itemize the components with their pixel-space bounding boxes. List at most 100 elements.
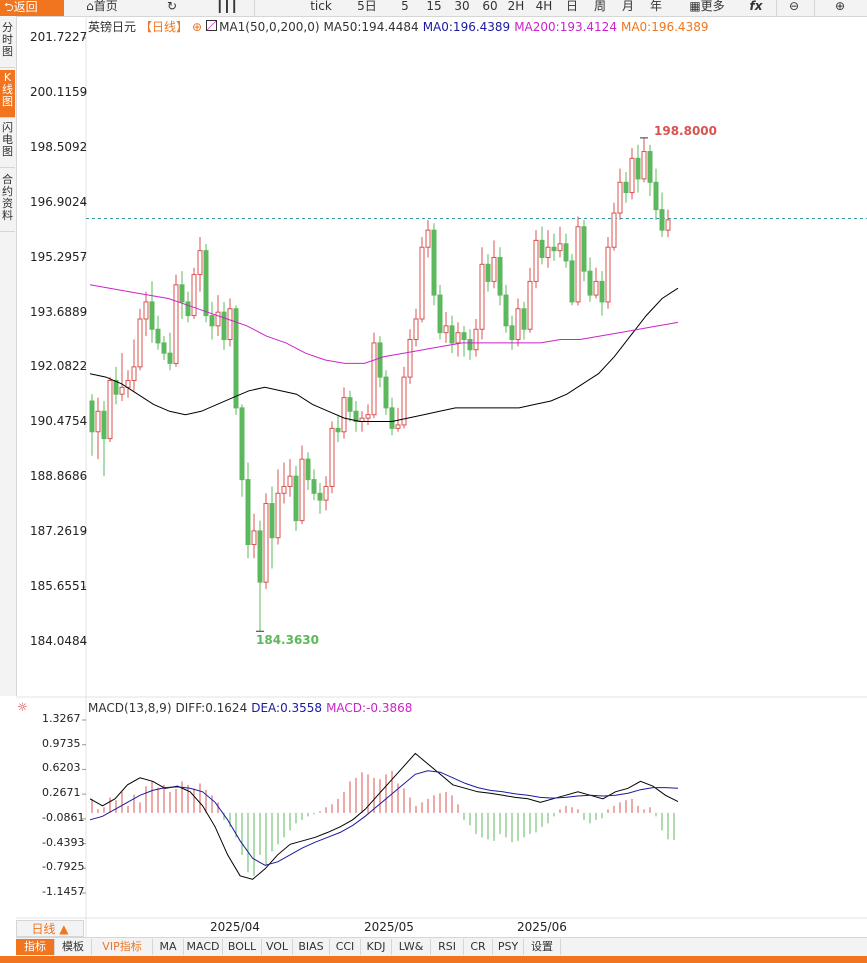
- period-month[interactable]: 月: [621, 0, 634, 13]
- macd-dea: DEA:0.3558: [251, 701, 323, 715]
- price-axis-label: 187.2619: [30, 524, 88, 539]
- tab-contract-info[interactable]: 合约资料: [0, 172, 15, 232]
- toolbar-divider: [254, 0, 255, 16]
- candle-body: [119, 386, 125, 395]
- candle-body: [515, 308, 521, 341]
- candle-body: [437, 294, 443, 334]
- tab-kdj[interactable]: KDJ: [361, 939, 392, 955]
- period-year[interactable]: 年: [649, 0, 662, 13]
- period-4h[interactable]: 4H: [535, 0, 553, 13]
- settings-icon[interactable]: ⊕: [192, 20, 203, 34]
- x-label-may: 2025/05: [364, 920, 414, 934]
- tick-button[interactable]: tick: [310, 0, 332, 13]
- tab-rsi[interactable]: RSI: [431, 939, 464, 955]
- indicator-bar: 指标 模板 VIP指标 MA MACD BOLL VOL BIAS CCI KD…: [16, 937, 867, 956]
- price-axis-label: 192.0822: [30, 359, 88, 374]
- price-axis-label: 200.1159: [30, 84, 88, 99]
- tab-templates[interactable]: 模板: [55, 939, 92, 955]
- candle-body: [521, 308, 527, 330]
- macd-value: MACD:-0.3868: [326, 701, 413, 715]
- tab-lw[interactable]: LW&: [392, 939, 431, 955]
- tab-vip-indicators[interactable]: VIP指标: [92, 939, 153, 955]
- tab-boll[interactable]: BOLL: [223, 939, 262, 955]
- candle-body: [419, 246, 425, 320]
- candle-body: [203, 250, 209, 317]
- macd-settings-icon[interactable]: ☼: [17, 700, 28, 714]
- period-30[interactable]: 30: [454, 0, 470, 13]
- period-60[interactable]: 60: [482, 0, 498, 13]
- candle-body: [197, 250, 203, 276]
- candle-body: [611, 212, 617, 248]
- candle-body: [155, 328, 161, 344]
- candle-type-button[interactable]: ┃┃┃: [214, 0, 240, 16]
- zoom-out-icon: ⊖: [788, 0, 800, 13]
- tab-macd[interactable]: MACD: [184, 939, 223, 955]
- x-label-apr: 2025/04: [210, 920, 260, 934]
- ma50-value: MA50:194.4484: [323, 20, 419, 34]
- home-label: 首页: [93, 0, 118, 13]
- candle-body: [185, 301, 191, 317]
- candle-body: [149, 301, 155, 330]
- formula-button[interactable]: fx: [744, 0, 768, 16]
- period-2h[interactable]: 2H: [507, 0, 525, 13]
- candle-body: [431, 229, 437, 296]
- candle-body: [317, 492, 323, 501]
- tab-ma[interactable]: MA: [153, 939, 184, 955]
- back-button[interactable]: ⮌返回: [0, 0, 64, 16]
- tab-timeshare[interactable]: 分时图: [0, 20, 15, 68]
- tab-cci[interactable]: CCI: [330, 939, 361, 955]
- period-15[interactable]: 15: [426, 0, 442, 13]
- macd-axis-label: -0.7925: [42, 860, 85, 874]
- price-axis-label: 198.5092: [30, 139, 88, 154]
- period-5day[interactable]: 5日: [357, 0, 377, 13]
- toolbar-divider: [814, 0, 815, 16]
- candle-body: [383, 376, 389, 409]
- candle-body: [539, 239, 545, 258]
- tab-psy[interactable]: PSY: [493, 939, 524, 955]
- candle-body: [665, 219, 671, 231]
- candle-body: [347, 397, 353, 412]
- ma50-line: [89, 287, 679, 422]
- more-button[interactable]: ▦更多: [684, 0, 730, 16]
- macd-axis-label: -0.0861: [42, 810, 85, 824]
- candle-body: [455, 332, 461, 344]
- tab-vol[interactable]: VOL: [262, 939, 293, 955]
- refresh-button[interactable]: ↻: [160, 0, 184, 16]
- candle-body: [629, 157, 635, 194]
- candle-body: [659, 209, 665, 231]
- period-day[interactable]: 日: [565, 0, 578, 13]
- candle-body: [647, 151, 653, 183]
- footer-accent: [0, 956, 867, 963]
- candle-body: [221, 311, 227, 341]
- macd-diff-line: [89, 752, 679, 880]
- tab-flash[interactable]: 闪电图: [0, 120, 15, 168]
- candle-body: [323, 485, 329, 501]
- candle-body: [485, 263, 491, 282]
- back-label: 返回: [13, 0, 38, 14]
- period-5[interactable]: 5: [401, 0, 409, 13]
- zoom-in-button[interactable]: ⊕: [830, 0, 850, 16]
- ma0-value: MA0:196.4389: [422, 20, 511, 34]
- candle-body: [89, 400, 95, 433]
- candle-body: [533, 239, 539, 282]
- candle-body: [269, 503, 275, 539]
- tab-settings[interactable]: 设置: [524, 939, 561, 955]
- candle-body: [251, 530, 257, 546]
- candle-body: [569, 260, 575, 303]
- candle-body: [233, 308, 239, 409]
- tab-bias[interactable]: BIAS: [293, 939, 330, 955]
- zoom-out-button[interactable]: ⊖: [784, 0, 804, 16]
- candle-body: [599, 280, 605, 303]
- candle-body: [653, 181, 659, 211]
- period-selector[interactable]: 日线 ▲: [16, 920, 84, 937]
- macd-axis-label: 0.2671: [42, 786, 81, 800]
- candle-body: [305, 458, 311, 481]
- tab-indicators[interactable]: 指标: [16, 939, 55, 955]
- candle-body: [281, 485, 287, 494]
- period-week[interactable]: 周: [593, 0, 606, 13]
- tab-kline[interactable]: K线图: [0, 70, 15, 118]
- home-button[interactable]: ⌂首页: [78, 0, 126, 16]
- price-axis-label: 193.6889: [30, 304, 88, 319]
- tab-cr[interactable]: CR: [464, 939, 493, 955]
